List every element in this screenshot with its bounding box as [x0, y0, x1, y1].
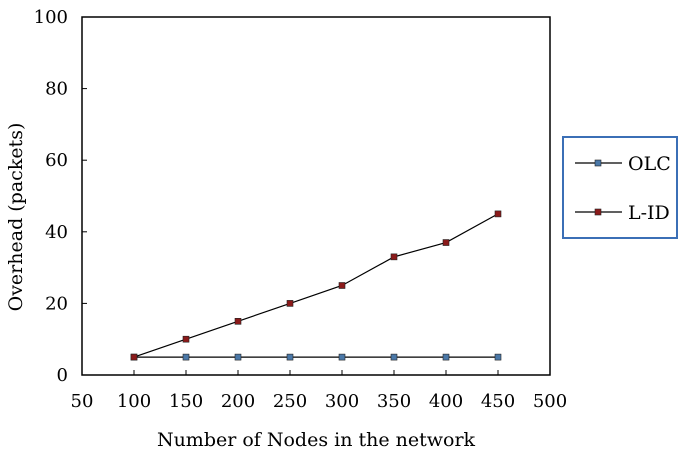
data-point — [338, 353, 346, 361]
y-tick-label: 20 — [45, 293, 68, 314]
series-l-id — [130, 210, 502, 361]
x-tick-label: 250 — [273, 391, 307, 412]
series-olc — [130, 353, 502, 361]
legend-item: L-ID — [575, 202, 670, 224]
data-point — [390, 253, 398, 261]
data-point — [234, 317, 242, 325]
legend-box — [562, 136, 678, 239]
legend-items: OLC L-ID — [575, 153, 671, 224]
x-tick-label: 200 — [221, 391, 255, 412]
series-layer — [130, 210, 502, 361]
legend: OLC L-ID — [562, 136, 678, 239]
y-tick-label: 0 — [57, 365, 68, 386]
plot-area — [81, 16, 551, 376]
x-tick-label: 150 — [169, 391, 203, 412]
data-point — [442, 239, 450, 246]
series-line — [133, 213, 499, 358]
x-tick-label: 50 — [71, 391, 94, 412]
data-point — [182, 335, 190, 343]
data-point — [442, 353, 450, 361]
data-point — [494, 210, 502, 218]
legend-marker — [594, 159, 602, 167]
y-tick-label: 60 — [45, 150, 68, 171]
x-tick-label: 300 — [325, 391, 359, 412]
y-axis-title: Overhead (packets) — [5, 123, 27, 312]
data-point — [390, 353, 398, 361]
y-tick-label: 100 — [34, 7, 68, 28]
legend-label: OLC — [628, 153, 671, 175]
legend-label: L-ID — [628, 202, 670, 224]
x-axis-ticks: 50 100 150 200 250 300 350 400 450 500 — [71, 370, 567, 412]
data-point — [494, 353, 502, 361]
data-point — [182, 353, 190, 361]
y-axis-ticks: 0 20 40 60 80 100 — [34, 7, 87, 386]
data-point — [338, 282, 346, 289]
x-tick-label: 400 — [429, 391, 463, 412]
data-point — [286, 353, 294, 361]
data-point — [286, 300, 294, 307]
x-tick-label: 450 — [481, 391, 515, 412]
data-point — [130, 353, 138, 361]
data-point — [234, 353, 242, 361]
legend-item: OLC — [575, 153, 671, 175]
x-tick-label: 500 — [533, 391, 567, 412]
x-tick-label: 100 — [117, 391, 151, 412]
x-tick-label: 350 — [377, 391, 411, 412]
legend-marker — [594, 208, 602, 216]
y-tick-label: 80 — [45, 79, 68, 100]
y-tick-label: 40 — [45, 222, 68, 243]
x-axis-title: Number of Nodes in the network — [157, 429, 476, 451]
